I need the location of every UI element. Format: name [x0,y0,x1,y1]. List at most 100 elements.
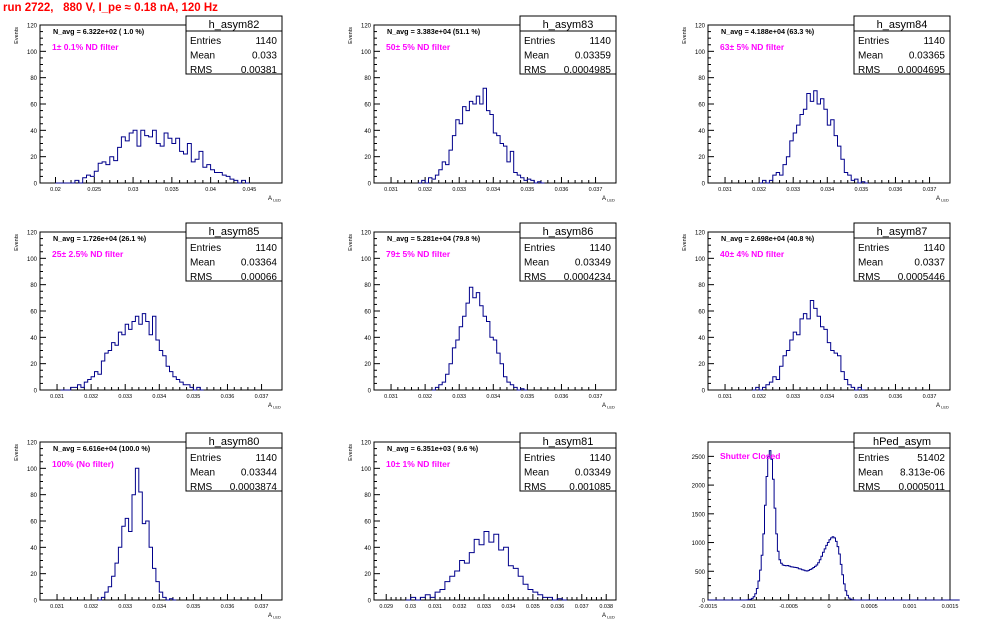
histogram-panel-h_asym81: 0 20 40 60 80 100 120 0.029 0.03 0.031 0.032 0.033 0… [348,432,617,620]
histogram-line [708,450,960,601]
y-tick-label: 120 [695,231,706,237]
navg-label: N_avg = 3.383e+04 (51.1 %) [387,27,481,36]
x-tick-label: 0.035 [526,604,540,610]
stats-value-rms: 0.0004985 [564,65,612,76]
x-tick-label: 0.034 [486,187,500,193]
stats-value-entries: 1140 [589,36,611,47]
y-tick-label: 0 [34,182,38,188]
y-tick-label: 20 [364,155,371,161]
stats-box [185,432,283,492]
histogram-line [752,300,865,391]
stats-key-mean: Mean [190,468,215,479]
x-tick-label: 0.04 [205,187,216,193]
stats-value-mean: 0.0337 [914,258,945,269]
y-tick-label: 80 [30,76,37,82]
y-tick-label: 0 [34,389,38,395]
stats-value-entries: 1140 [255,453,277,464]
stats-box [853,222,951,282]
y-tick-label: 100 [27,50,38,56]
x-tick-label: 0.033 [786,394,800,400]
y-tick-label: 60 [364,310,371,316]
y-tick-label: 60 [698,103,705,109]
x-tick-label: 0.034 [152,604,166,610]
x-tick-label: 0.037 [589,187,603,193]
x-tick-label: 0.034 [502,604,516,610]
stats-value-rms: 0.00066 [241,272,278,283]
filter-label: 50± 5% ND filter [386,42,451,52]
x-axis-title: A LED [602,196,615,203]
stats-box-title: h_asym83 [543,19,594,31]
stats-value-mean: 0.03344 [241,468,278,479]
stats-box [519,15,617,75]
stats-box [853,15,951,75]
x-tick-label: 0.034 [152,394,166,400]
stats-value-mean: 0.03365 [909,51,946,62]
x-tick-label: 0.036 [221,604,235,610]
stats-value-rms: 0.0004695 [898,65,946,76]
y-tick-label: 500 [695,570,706,576]
stats-key-rms: RMS [858,65,881,76]
y-axis-title: Events [348,444,354,461]
navg-label: N_avg = 6.616e+04 (100.0 %) [53,444,151,453]
x-tick-label: 0.025 [87,187,101,193]
x-tick-label: 0.033 [786,187,800,193]
y-tick-label: 100 [361,50,372,56]
x-tick-label: 0.0015 [942,604,959,610]
x-tick-label: 0.036 [555,394,569,400]
y-tick-label: 40 [364,546,371,552]
stats-key-entries: Entries [524,453,555,464]
x-tick-label: 0.037 [923,187,937,193]
stats-value-entries: 1140 [923,36,945,47]
stats-key-rms: RMS [524,482,547,493]
histogram-panel-h_asym80: 0 20 40 60 80 100 120 0.031 0.032 0.033 0.034 0.035… [14,432,283,620]
x-tick-label: 0.032 [453,604,467,610]
stats-key-rms: RMS [190,65,213,76]
y-axis-title: Events [348,234,354,251]
stats-key-mean: Mean [190,258,215,269]
y-tick-label: 1500 [692,512,706,518]
stats-value-mean: 0.03349 [575,468,612,479]
x-tick-label: 0.038 [599,604,613,610]
x-tick-label: 0.035 [854,394,868,400]
y-tick-label: 120 [27,24,38,30]
y-tick-label: 0 [702,599,706,605]
y-tick-label: 20 [30,572,37,578]
y-axis-title: Events [14,234,20,251]
y-tick-label: 40 [698,336,705,342]
stats-key-mean: Mean [524,258,549,269]
y-axis-title: Events [14,27,20,44]
x-tick-label: 0.037 [255,394,269,400]
x-axis-title: A LED [268,403,281,410]
stats-box-title: hPed_asym [873,436,931,448]
y-tick-label: 100 [27,257,38,263]
x-axis-title: A LED [936,403,949,410]
y-tick-label: 60 [364,103,371,109]
y-tick-label: 20 [30,362,37,368]
x-tick-label: 0.034 [820,187,834,193]
y-tick-label: 0 [34,599,38,605]
y-tick-label: 80 [30,493,37,499]
x-tick-label: 0.031 [384,187,398,193]
y-tick-label: 120 [361,231,372,237]
y-tick-label: 80 [364,493,371,499]
y-tick-label: 40 [364,336,371,342]
y-tick-label: 40 [30,129,37,135]
x-tick-label: 0.037 [575,604,589,610]
y-tick-label: 60 [30,310,37,316]
stats-key-entries: Entries [190,453,221,464]
stats-value-mean: 0.03349 [575,258,612,269]
x-tick-label: 0.033 [452,394,466,400]
y-tick-label: 80 [364,283,371,289]
y-tick-label: 0 [368,599,372,605]
stats-box [519,432,617,492]
stats-box [185,15,283,75]
x-tick-label: 0.032 [418,394,432,400]
filter-label: 10± 1% ND filter [386,459,451,469]
stats-value-entries: 51402 [917,453,945,464]
stats-box-title: h_asym82 [209,19,260,31]
y-tick-label: 1000 [692,541,706,547]
histogram-line [55,129,250,184]
y-tick-label: 80 [698,283,705,289]
x-tick-label: 0.035 [520,394,534,400]
y-tick-label: 0 [702,182,706,188]
